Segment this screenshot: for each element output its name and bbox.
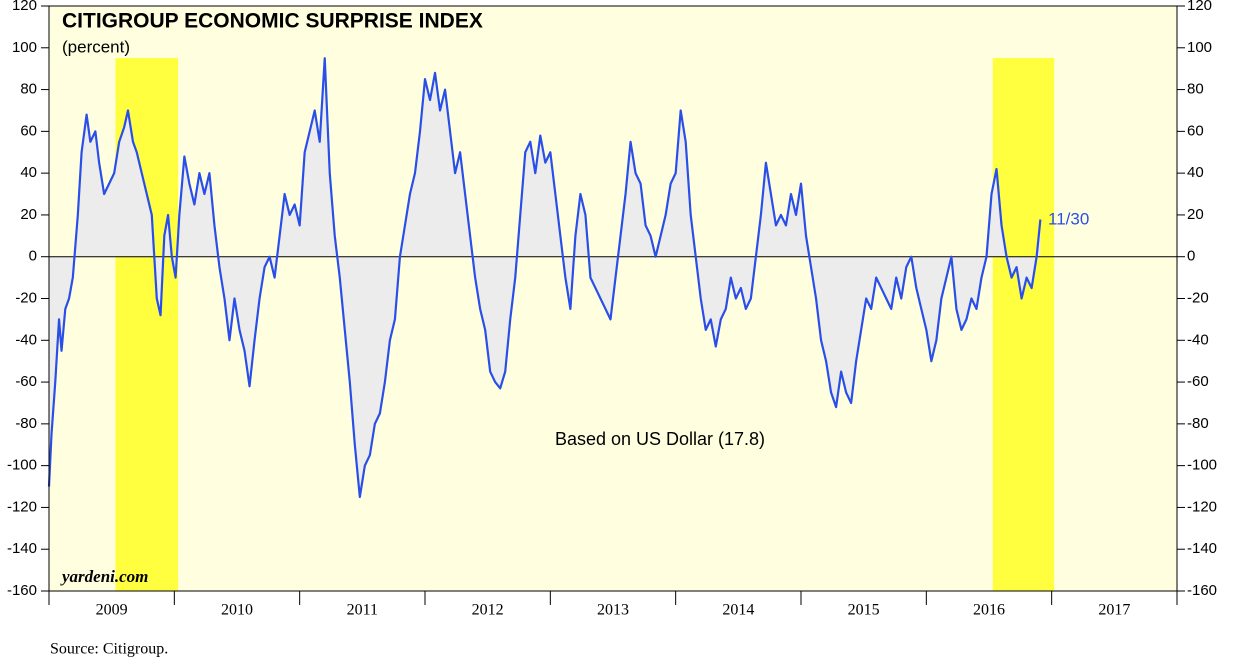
y2-tick-label: -40	[1187, 331, 1209, 348]
y2-tick-label: -140	[1187, 540, 1217, 557]
end-date-annotation: 11/30	[1048, 209, 1089, 228]
y2-tick-label: 100	[1187, 39, 1212, 56]
x-tick-label: 2010	[221, 602, 253, 619]
y-tick-label: -60	[15, 373, 37, 390]
y-tick-label: -40	[15, 331, 37, 348]
y-tick-label: 40	[20, 164, 37, 181]
x-tick-label: 2015	[848, 602, 880, 619]
x-tick-label: 2017	[1098, 602, 1130, 619]
y-tick-label: -160	[7, 582, 37, 599]
plot-frame	[48, 5, 1178, 592]
y2-tick-label: 120	[1187, 0, 1212, 14]
chart-title: CITIGROUP ECONOMIC SURPRISE INDEX	[62, 10, 483, 33]
y-tick-label: -100	[7, 457, 37, 474]
y2-tick-label: -100	[1187, 457, 1217, 474]
y2-tick-label: 60	[1187, 122, 1204, 139]
y-tick-label: -20	[15, 289, 37, 306]
x-tick-label: 2009	[96, 602, 128, 619]
note-annotation: Based on US Dollar (17.8)	[555, 429, 765, 449]
line-layer	[47, 57, 1042, 499]
y-tick-label: 100	[12, 39, 37, 56]
series-line	[47, 57, 1042, 499]
y-tick-label: 120	[12, 0, 37, 14]
chart-subtitle: (percent)	[62, 37, 130, 56]
area-fill	[49, 58, 1041, 497]
x-tick-label: 2014	[722, 602, 754, 619]
y-tick-label: 80	[20, 81, 37, 98]
y-tick-label: 20	[20, 206, 37, 223]
watermark: yardeni.com	[60, 567, 148, 586]
y-tick-label: 60	[20, 122, 37, 139]
y-tick-label: 0	[29, 248, 37, 265]
y2-tick-label: 80	[1187, 81, 1204, 98]
x-tick-label: 2016	[973, 602, 1005, 619]
y-tick-label: -140	[7, 540, 37, 557]
source-note: Source: Citigroup.	[50, 641, 168, 658]
y2-tick-label: -120	[1187, 498, 1217, 515]
y-tick-label: -120	[7, 498, 37, 515]
y-tick-label: -80	[15, 415, 37, 432]
axes-layer: -160 -140 -120 -100 -80 -60 -40 -20 0 20 40 60 80 100…	[7, 0, 1217, 619]
y2-tick-label: -80	[1187, 415, 1209, 432]
y2-tick-label: -60	[1187, 373, 1209, 390]
x-tick-label: 2012	[472, 602, 504, 619]
y2-tick-label: -20	[1187, 289, 1209, 306]
y2-tick-label: 0	[1187, 248, 1195, 265]
y2-tick-label: 20	[1187, 206, 1204, 223]
shaded-region	[992, 58, 1055, 591]
x-tick-label: 2013	[597, 602, 629, 619]
y2-tick-label: 40	[1187, 164, 1204, 181]
area-layer	[49, 58, 1041, 497]
y2-tick-label: -160	[1187, 582, 1217, 599]
x-tick-label: 2011	[347, 602, 378, 619]
